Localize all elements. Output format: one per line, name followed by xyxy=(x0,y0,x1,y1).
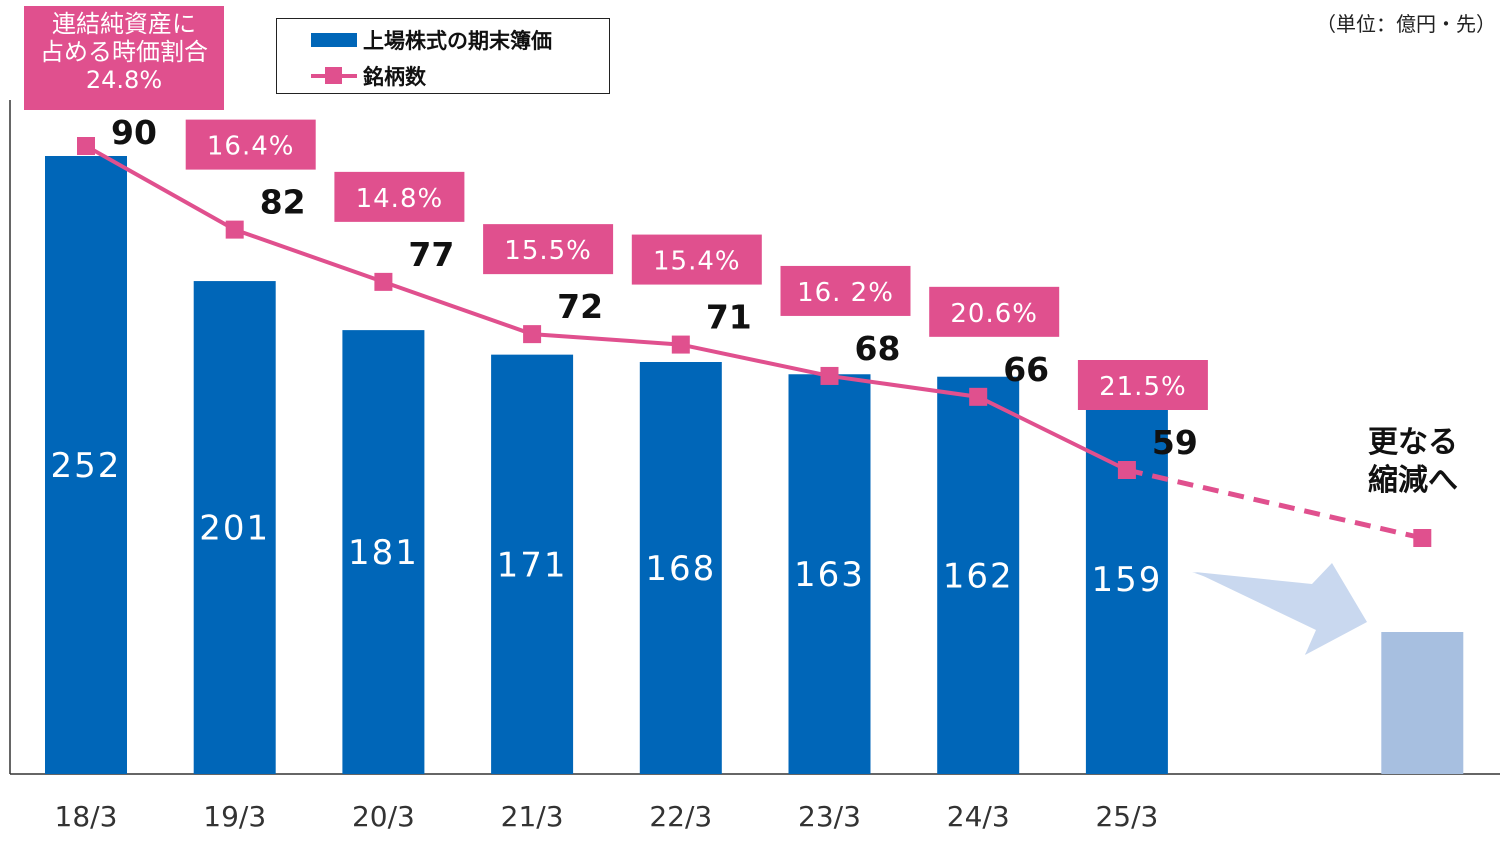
legend-line-swatch xyxy=(311,65,357,87)
x-tick-label: 22/3 xyxy=(649,800,712,833)
x-tick-label: 18/3 xyxy=(55,800,118,833)
bar-6 xyxy=(937,376,1020,774)
percent-box-2 xyxy=(334,171,465,222)
bar-0 xyxy=(45,156,127,774)
line-value-label: 59 xyxy=(1152,423,1198,462)
x-tick-label: 24/3 xyxy=(947,800,1010,833)
line-marker-7 xyxy=(1117,461,1136,479)
line-series xyxy=(85,144,1128,472)
line-value-label: 68 xyxy=(855,329,901,368)
line-value-label: 77 xyxy=(408,235,454,274)
bar-1 xyxy=(193,281,276,774)
bar-4 xyxy=(639,362,722,774)
percent-label: 15.4% xyxy=(653,247,741,277)
x-tick-label: 20/3 xyxy=(352,800,415,833)
bar-value-label: 168 xyxy=(645,549,716,589)
bar-value-label: 181 xyxy=(348,533,419,573)
percent-label: 16. 2% xyxy=(797,278,894,308)
legend: 上場株式の期末簿価 銘柄数 xyxy=(276,18,610,94)
line-marker-5 xyxy=(820,366,839,385)
percent-box-1 xyxy=(185,119,316,170)
legend-item-line: 銘柄数 xyxy=(277,61,426,91)
percent-label: 15.5% xyxy=(504,236,592,266)
bar-2 xyxy=(342,330,425,774)
line-marker-6 xyxy=(969,387,988,406)
bar-3 xyxy=(491,354,574,774)
x-tick-label: 21/3 xyxy=(501,800,564,833)
legend-bar-swatch xyxy=(311,33,357,47)
x-tick-label: 19/3 xyxy=(203,800,266,833)
bar-7 xyxy=(1085,384,1168,774)
percent-box-6 xyxy=(929,286,1060,337)
legend-line-label: 銘柄数 xyxy=(363,65,426,89)
line-value-label: 82 xyxy=(260,183,306,222)
bar-value-label: 171 xyxy=(497,545,568,585)
bar-value-label: 252 xyxy=(51,446,122,486)
first-annotation-line1: 連結純資産に xyxy=(52,10,196,38)
forecast-note-line2: 縮減へ xyxy=(1368,463,1458,498)
line-value-label: 71 xyxy=(706,298,752,337)
x-tick-label: 25/3 xyxy=(1095,800,1158,833)
legend-item-bar: 上場株式の期末簿価 xyxy=(277,25,552,55)
forecast-arrow-head xyxy=(1195,563,1367,655)
percent-box-5 xyxy=(780,265,911,316)
first-annotation-line3: 24.8% xyxy=(85,66,163,94)
x-tick-label: 23/3 xyxy=(798,800,861,833)
percent-box-7 xyxy=(1077,360,1208,410)
percent-label: 16.4% xyxy=(207,132,295,162)
unit-label: （単位：億円・先） xyxy=(1316,12,1496,36)
projection-marker xyxy=(1413,529,1432,547)
line-marker-0 xyxy=(77,137,95,155)
bar-value-label: 159 xyxy=(1091,560,1162,600)
forecast-note-line1: 更なる xyxy=(1368,425,1458,460)
line-marker-4 xyxy=(671,335,690,354)
line-value-label: 72 xyxy=(557,287,603,326)
bar-5 xyxy=(788,374,871,774)
percent-label: 20.6% xyxy=(950,299,1038,329)
forecast-bar xyxy=(1381,632,1464,774)
line-value-label: 90 xyxy=(111,113,157,152)
bar-value-label: 162 xyxy=(943,556,1014,596)
first-annotation-line2: 占める時価割合 xyxy=(40,38,208,66)
percent-label: 21.5% xyxy=(1099,372,1187,402)
line-marker-3 xyxy=(523,325,542,344)
percent-box-4 xyxy=(631,234,762,285)
first-annotation-box: 連結純資産に 占める時価割合 24.8% xyxy=(24,6,224,110)
legend-bar-label: 上場株式の期末簿価 xyxy=(363,29,552,53)
line-marker-2 xyxy=(374,272,393,291)
forecast-note: 更なる 縮減へ xyxy=(1348,424,1478,500)
percent-label: 14.8% xyxy=(356,184,444,214)
percent-box-3 xyxy=(483,224,614,275)
bar-value-label: 163 xyxy=(794,555,865,595)
bar-value-label: 201 xyxy=(199,509,270,549)
line-marker-1 xyxy=(225,220,244,239)
line-value-label: 66 xyxy=(1003,350,1049,389)
